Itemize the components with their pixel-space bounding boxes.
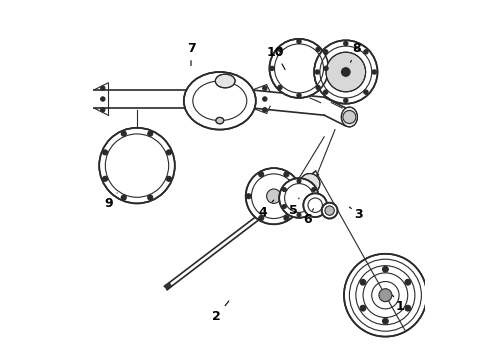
- Circle shape: [383, 318, 388, 324]
- Circle shape: [312, 204, 316, 208]
- Circle shape: [314, 40, 377, 104]
- Ellipse shape: [184, 72, 256, 130]
- Circle shape: [364, 90, 368, 94]
- Circle shape: [343, 41, 348, 46]
- Circle shape: [360, 305, 366, 311]
- Circle shape: [324, 66, 328, 71]
- Circle shape: [147, 131, 153, 136]
- Text: 5: 5: [289, 198, 299, 217]
- Circle shape: [246, 194, 251, 199]
- Circle shape: [297, 179, 301, 183]
- Text: 3: 3: [349, 207, 363, 221]
- Circle shape: [326, 52, 366, 92]
- Circle shape: [167, 176, 172, 181]
- Circle shape: [316, 85, 320, 90]
- Ellipse shape: [215, 74, 235, 88]
- Circle shape: [405, 279, 411, 285]
- Text: 1: 1: [392, 295, 404, 312]
- Circle shape: [121, 195, 126, 200]
- Circle shape: [267, 189, 281, 203]
- Text: 7: 7: [187, 42, 196, 66]
- Circle shape: [270, 66, 274, 71]
- Text: 6: 6: [304, 209, 314, 226]
- Circle shape: [323, 90, 328, 94]
- Circle shape: [263, 108, 267, 112]
- Circle shape: [321, 203, 338, 219]
- Circle shape: [102, 150, 108, 155]
- Text: 10: 10: [267, 46, 285, 69]
- Circle shape: [364, 50, 368, 54]
- Circle shape: [100, 97, 105, 101]
- Circle shape: [343, 98, 348, 103]
- Circle shape: [300, 174, 320, 194]
- Circle shape: [282, 204, 286, 208]
- Circle shape: [259, 216, 264, 221]
- Circle shape: [297, 93, 301, 98]
- Circle shape: [282, 188, 286, 192]
- Circle shape: [297, 213, 301, 217]
- Circle shape: [99, 128, 175, 203]
- Circle shape: [297, 39, 301, 44]
- Circle shape: [278, 47, 282, 51]
- Circle shape: [245, 168, 302, 224]
- Ellipse shape: [342, 107, 358, 127]
- Circle shape: [342, 68, 350, 76]
- Circle shape: [100, 108, 105, 112]
- Circle shape: [263, 86, 267, 90]
- Circle shape: [303, 193, 327, 217]
- Circle shape: [284, 216, 289, 221]
- Text: 2: 2: [212, 301, 229, 323]
- Circle shape: [316, 47, 320, 51]
- Circle shape: [167, 150, 172, 155]
- Circle shape: [147, 195, 153, 200]
- Circle shape: [296, 194, 301, 199]
- Circle shape: [312, 188, 316, 192]
- Text: 8: 8: [350, 42, 361, 62]
- Circle shape: [372, 70, 376, 74]
- Circle shape: [259, 172, 264, 177]
- Circle shape: [405, 305, 411, 311]
- Circle shape: [343, 111, 356, 123]
- Circle shape: [360, 279, 366, 285]
- Circle shape: [323, 50, 328, 54]
- Circle shape: [100, 86, 105, 90]
- Circle shape: [263, 97, 267, 101]
- Circle shape: [383, 266, 388, 272]
- Ellipse shape: [216, 117, 224, 124]
- Circle shape: [121, 131, 126, 136]
- Circle shape: [279, 178, 319, 218]
- Circle shape: [278, 85, 282, 90]
- Circle shape: [102, 176, 108, 181]
- Circle shape: [270, 39, 328, 98]
- Circle shape: [315, 70, 319, 74]
- Circle shape: [379, 289, 392, 302]
- Text: 4: 4: [259, 200, 274, 219]
- Circle shape: [325, 206, 334, 215]
- Circle shape: [344, 254, 427, 337]
- Circle shape: [284, 172, 289, 177]
- Text: 9: 9: [104, 193, 117, 210]
